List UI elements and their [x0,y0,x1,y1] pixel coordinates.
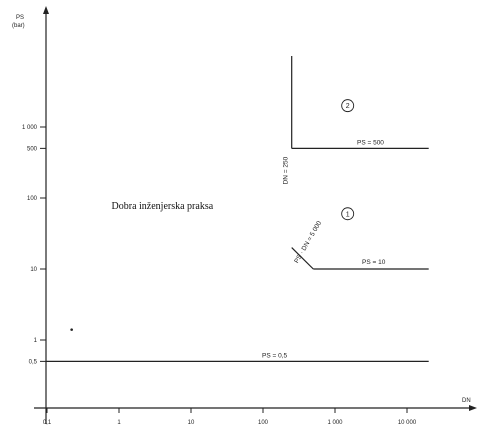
y-tick-label: 500 [27,146,38,152]
x-tick-label: 100 [258,420,269,426]
boundary-label-ps-dn-5000: PS · DN = 5 000 [293,220,323,265]
x-axis-title: DN [462,398,471,404]
region-marker-2 [341,99,355,113]
x-tick-label: 10 [188,420,195,426]
y-axis-title-line-1: PS [16,15,24,21]
x-tick-label: 10 000 [398,420,417,426]
y-tick-label: 0,5 [29,359,38,365]
data-point [70,328,73,331]
region-number: 2 [346,103,350,110]
x-tick-label: 0,1 [43,420,52,426]
y-tick-label: 10 [30,267,37,273]
x-ticks: 0,1 1 10 100 1 000 10 000 [43,408,417,426]
y-axis-title-line-2: (bar) [12,23,25,29]
y-tick-label: 1 000 [22,125,38,131]
boundary-label-dn-250: DN = 250 [283,156,290,184]
y-tick-label: 1 [34,338,38,344]
y-ticks: 0,5 1 10 100 500 1 000 [22,125,46,365]
region-number: 1 [346,211,350,218]
boundary-line-ps-dn-5-000 [291,247,314,270]
boundary-label-ps-10: PS = 10 [362,259,386,266]
y-axis-arrow-icon [43,6,49,14]
y-tick-label: 100 [27,196,38,202]
region-marker-1 [341,207,355,221]
annotation-text: Dobra inženjerska praksa [112,201,214,212]
x-tick-label: 1 000 [327,420,343,426]
axes [34,6,477,424]
x-tick-label: 1 [117,420,121,426]
boundary-label-ps-500: PS = 500 [357,139,384,146]
boundary-lines [46,56,429,362]
boundary-label-ps-0-5: PS = 0,5 [262,352,287,359]
regions: 21 [341,99,355,221]
x-axis-arrow-icon [469,405,477,411]
